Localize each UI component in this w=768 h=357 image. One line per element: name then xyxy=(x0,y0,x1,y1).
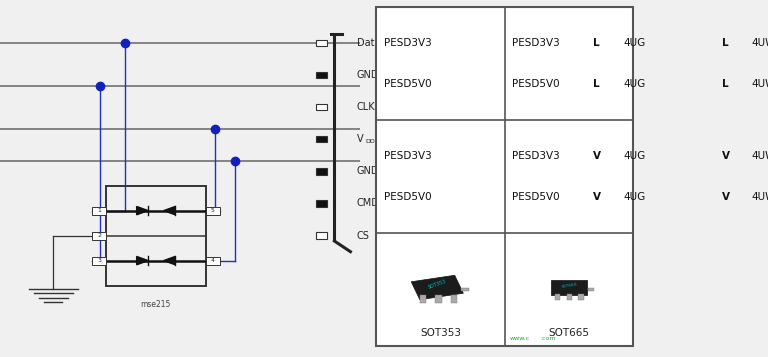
Text: CLK: CLK xyxy=(357,102,376,112)
Text: 4UW: 4UW xyxy=(752,151,768,161)
Polygon shape xyxy=(164,256,175,265)
Bar xyxy=(376,7,634,346)
Text: SOT353: SOT353 xyxy=(420,328,461,338)
Bar xyxy=(106,186,206,286)
Text: CS: CS xyxy=(357,231,369,241)
Text: 3: 3 xyxy=(97,258,101,263)
Text: SOT665: SOT665 xyxy=(548,328,590,338)
Bar xyxy=(92,257,106,265)
Text: PESD3V3: PESD3V3 xyxy=(384,151,432,161)
Text: PESD3V3: PESD3V3 xyxy=(512,151,560,161)
Bar xyxy=(555,293,561,300)
Text: 4UG: 4UG xyxy=(623,79,645,89)
Text: GND: GND xyxy=(357,70,379,80)
Text: 1: 1 xyxy=(97,208,101,213)
Text: Dat: Dat xyxy=(357,38,374,48)
Text: PESD5V0: PESD5V0 xyxy=(384,79,432,89)
Text: .com: .com xyxy=(540,336,556,341)
Bar xyxy=(92,232,106,240)
Text: 4UW: 4UW xyxy=(752,192,768,202)
Text: 4UW: 4UW xyxy=(752,38,768,48)
Text: L: L xyxy=(722,38,728,48)
Bar xyxy=(206,207,220,215)
Text: 2: 2 xyxy=(97,233,101,238)
Text: V: V xyxy=(722,151,730,161)
Text: V: V xyxy=(357,134,363,144)
Text: PESD5V0: PESD5V0 xyxy=(384,192,432,202)
Text: www.c: www.c xyxy=(510,336,530,341)
Text: V: V xyxy=(593,192,601,202)
Bar xyxy=(316,232,327,239)
Bar xyxy=(316,40,327,46)
Polygon shape xyxy=(164,206,175,215)
Bar xyxy=(567,293,572,300)
Polygon shape xyxy=(137,206,148,215)
Text: V: V xyxy=(722,192,730,202)
Polygon shape xyxy=(137,256,148,265)
Bar xyxy=(435,295,442,303)
Bar xyxy=(316,200,327,207)
Bar xyxy=(92,207,106,215)
Text: 5: 5 xyxy=(211,208,215,213)
Text: PESD3V3: PESD3V3 xyxy=(512,38,560,48)
Text: L: L xyxy=(593,38,600,48)
Text: PESD5V0: PESD5V0 xyxy=(512,79,560,89)
Text: 4: 4 xyxy=(211,258,215,263)
Text: SOT353: SOT353 xyxy=(427,279,447,290)
Text: 4UG: 4UG xyxy=(623,192,645,202)
Text: L: L xyxy=(722,79,728,89)
Bar xyxy=(206,257,220,265)
Text: CMD: CMD xyxy=(357,198,379,208)
Text: 4UW: 4UW xyxy=(752,79,768,89)
Bar xyxy=(420,295,426,303)
Bar xyxy=(411,275,463,300)
Text: PESD3V3: PESD3V3 xyxy=(384,38,432,48)
Text: mse215: mse215 xyxy=(141,300,171,309)
Bar xyxy=(451,295,457,303)
Text: DD: DD xyxy=(366,139,375,144)
Bar xyxy=(578,293,584,300)
Text: SOT665: SOT665 xyxy=(561,282,578,289)
Text: 4UG: 4UG xyxy=(623,38,645,48)
Bar xyxy=(316,104,327,110)
Text: L: L xyxy=(593,79,600,89)
Bar xyxy=(316,72,327,78)
Text: V: V xyxy=(593,151,601,161)
Bar xyxy=(461,288,469,291)
Bar xyxy=(316,168,327,175)
Text: PESD5V0: PESD5V0 xyxy=(512,192,560,202)
Text: 4UG: 4UG xyxy=(623,151,645,161)
Bar xyxy=(316,136,327,142)
Text: GND: GND xyxy=(357,166,379,176)
Bar xyxy=(551,280,587,295)
Bar xyxy=(588,288,594,291)
